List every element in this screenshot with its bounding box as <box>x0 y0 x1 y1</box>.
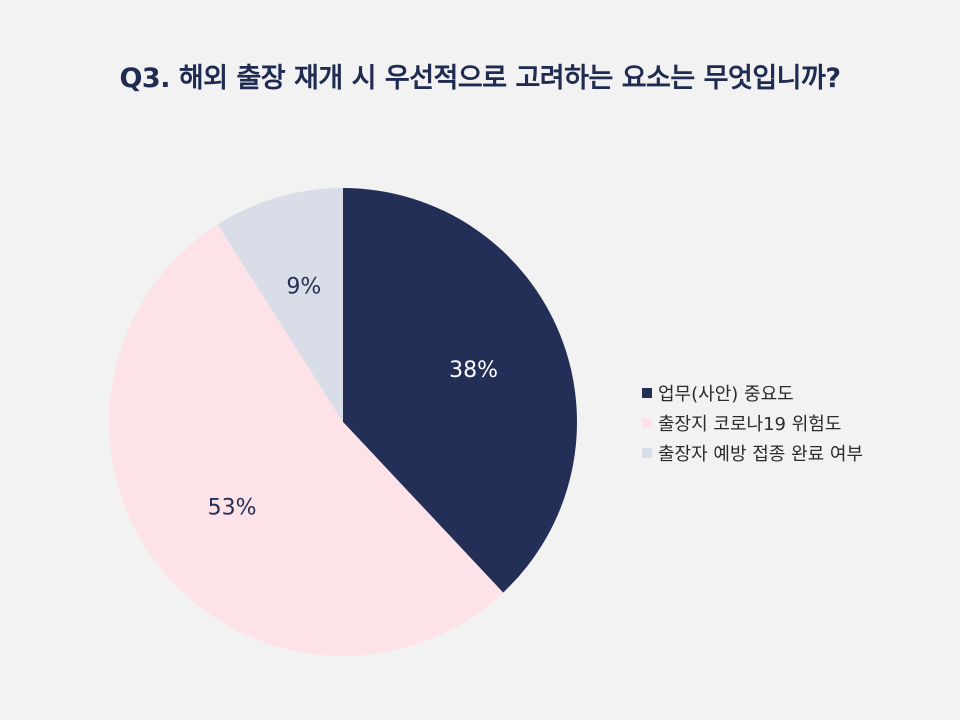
legend-label-2: 출장자 예방 접종 완료 여부 <box>658 444 864 465</box>
legend-item-2: 출장자 예방 접종 완료 여부 <box>642 438 863 468</box>
legend-swatch-2 <box>642 448 652 458</box>
pie-value-label-1: 53% <box>208 496 257 521</box>
legend-label-0: 업무(사안) 중요도 <box>658 384 794 405</box>
legend-swatch-0 <box>642 388 652 398</box>
legend-item-1: 출장지 코로나19 위험도 <box>642 408 863 438</box>
pie-slice-0 <box>343 188 578 593</box>
pie-slice-1 <box>109 224 504 656</box>
pie-value-label-2: 9% <box>286 275 321 300</box>
pie-slice-2 <box>217 188 343 422</box>
legend-item-0: 업무(사안) 중요도 <box>642 378 863 408</box>
legend-swatch-1 <box>642 418 652 428</box>
chart-title: Q3. 해외 출장 재개 시 우선적으로 고려하는 요소는 무엇입니까? <box>119 63 841 94</box>
pie-slices <box>109 188 578 656</box>
pie-value-label-0: 38% <box>449 358 498 383</box>
pie-value-labels: 38% 53% 9% <box>208 275 498 521</box>
legend: 업무(사안) 중요도 출장지 코로나19 위험도 출장자 예방 접종 완료 여부 <box>642 378 863 468</box>
legend-label-1: 출장지 코로나19 위험도 <box>658 414 842 435</box>
